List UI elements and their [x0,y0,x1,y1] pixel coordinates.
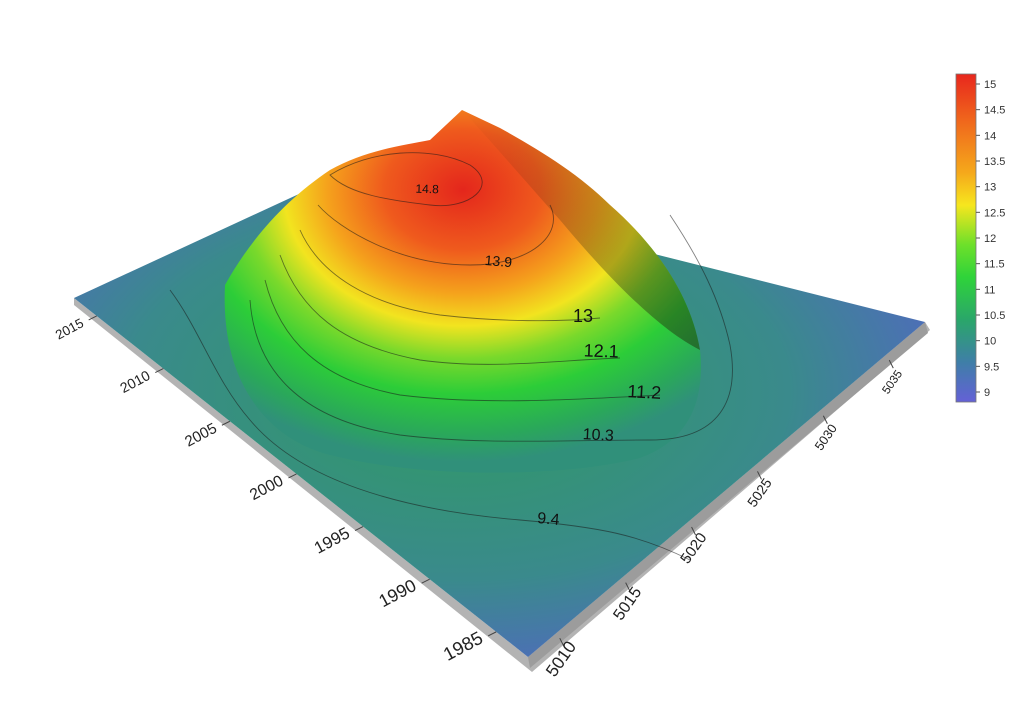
x-tick-label: 2015 [53,315,86,342]
contour-line [249,214,733,442]
x-tick-label: 1985 [440,627,486,665]
x-tick-label: 2010 [118,368,153,397]
contour-line [169,289,691,561]
contour-line [264,279,661,402]
colorbar-tick-label: 10 [984,336,996,348]
surface-plot [74,110,930,672]
contour-label: 11.2 [627,381,662,403]
contour-label: 12.1 [583,340,619,361]
colorbar-tick-label: 12 [984,233,996,245]
x-tick-mark [354,526,364,532]
y-tick-mark [691,526,697,536]
colorbar-tick-label: 11.5 [984,259,1005,271]
x-tick-mark [421,578,430,584]
x-tick-label: 2005 [182,420,220,451]
colorbar-tick-label: 11 [984,284,995,296]
contour-label: 13 [573,306,593,326]
x-tick-label: 1995 [311,523,353,557]
colorbar-tick-label: 15 [984,79,996,91]
x-tick-label: 2000 [247,472,286,504]
colorbar-tick-label: 14 [984,130,996,142]
y-tick-label: 5035 [880,368,905,397]
colorbar-tick-label: 9 [984,387,990,399]
y-tick-mark [625,582,631,591]
colorbar-gradient [955,73,977,403]
colorbar-tick-label: 13 [984,182,996,194]
contour-line [317,204,554,266]
contour-label: 9.4 [537,510,561,529]
x-tick-mark [487,631,497,637]
y-tick-mark [757,471,762,480]
colorbar-tick-label: 14.5 [984,105,1005,117]
contour-lines: 9.4 10.3 11.2 12.1 13 13.9 14.8 [169,152,733,561]
x-tick-label: 1990 [375,575,419,611]
colorbar-tick-label: 12.5 [984,207,1005,219]
base-slab-side [528,322,928,668]
colorbar-tick-label: 9.5 [984,361,999,373]
surface-shadow [462,110,700,350]
y-tick-mark [888,359,894,369]
y-tick-mark [559,637,565,647]
contour-label: 10.3 [582,426,614,445]
x-tick-mark [221,420,231,426]
y-tick-mark [822,415,828,424]
x-tick-mark [88,315,97,321]
colorbar-tick-label: 13.5 [984,156,1005,168]
colorbar-tick-label: 10.5 [984,310,1005,322]
colorbar: 15 14.5 14 13.5 13 12.5 12 11.5 11 10.5 10 9.5 9 [955,73,1005,403]
contour-line [329,152,483,207]
contour-label: 13.9 [484,252,513,270]
x-tick-mark [288,473,297,479]
x-tick-mark [155,368,164,374]
contour-line [279,254,621,365]
contour-label: 14.8 [415,182,439,197]
contour-line [299,229,601,322]
